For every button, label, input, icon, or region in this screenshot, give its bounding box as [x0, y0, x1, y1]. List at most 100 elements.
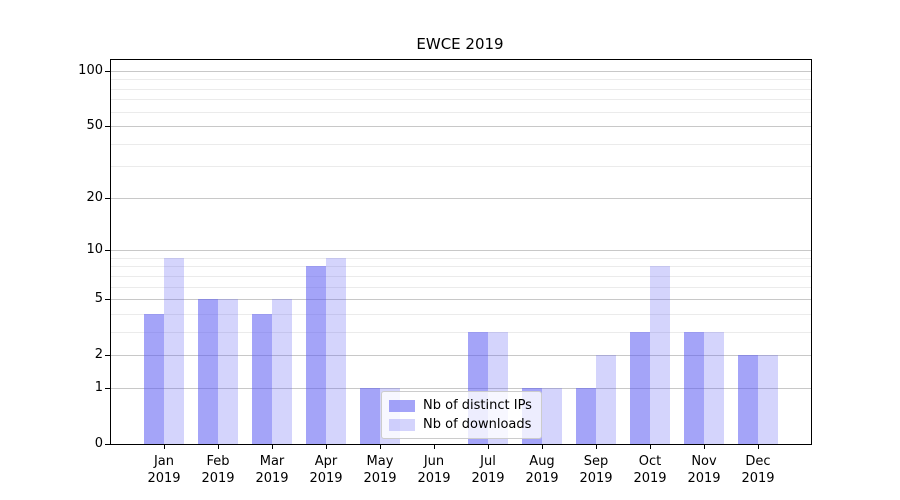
minor-gridline — [111, 99, 811, 101]
bar-distinct-ips — [144, 313, 164, 444]
x-tick-mark — [164, 444, 165, 449]
y-tick-mark — [105, 387, 110, 389]
x-tick-label: Jun 2019 — [406, 453, 462, 487]
x-tick-mark — [434, 444, 435, 449]
x-tick-mark — [218, 444, 219, 449]
y-tick-mark — [105, 197, 110, 199]
x-tick-mark — [650, 444, 651, 449]
x-tick-label: Dec 2019 — [730, 453, 786, 487]
minor-gridline — [111, 286, 811, 288]
y-tick-label: 100 — [78, 63, 103, 78]
x-tick-year: 2019 — [633, 471, 667, 486]
y-tick-label: 2 — [94, 347, 103, 363]
x-tick-year: 2019 — [579, 471, 613, 486]
minor-gridline — [111, 275, 811, 277]
y-tick-label: 5 — [94, 291, 103, 307]
bar-downloads — [326, 257, 346, 444]
minor-gridline — [111, 313, 811, 315]
legend-row: Nb of distinct IPs — [389, 398, 532, 413]
x-tick-mark — [704, 444, 705, 449]
x-tick-month: Aug — [529, 454, 555, 469]
major-gridline — [111, 197, 811, 199]
minor-gridline — [111, 166, 811, 168]
major-gridline — [111, 126, 811, 128]
x-tick-year: 2019 — [147, 471, 181, 486]
x-tick-label: Apr 2019 — [298, 453, 354, 487]
x-tick-month: Jun — [423, 454, 445, 469]
x-tick-month: Feb — [206, 454, 230, 469]
bar-distinct-ips — [738, 355, 758, 444]
y-tick-label: 10 — [86, 242, 103, 258]
major-gridline — [111, 355, 811, 357]
y-tick-mark — [105, 444, 110, 445]
x-tick-label: Oct 2019 — [622, 453, 678, 487]
bar-distinct-ips — [360, 387, 380, 444]
legend-row: Nb of downloads — [389, 417, 532, 432]
x-tick-mark — [380, 444, 381, 449]
x-tick-label: Mar 2019 — [244, 453, 300, 487]
y-tick-mark — [105, 250, 110, 252]
minor-gridline — [111, 79, 811, 81]
x-tick-label: Jul 2019 — [460, 453, 516, 487]
minor-gridline — [111, 111, 811, 113]
x-tick-mark — [542, 444, 543, 449]
major-gridline — [111, 387, 811, 389]
x-tick-month: May — [366, 454, 394, 469]
bar-downloads — [704, 331, 724, 444]
x-tick-month: Jan — [153, 454, 175, 469]
bar-downloads — [758, 355, 778, 444]
major-gridline — [111, 250, 811, 252]
bar-downloads — [272, 299, 292, 444]
x-tick-month: Jul — [480, 454, 496, 469]
bar-distinct-ips — [306, 266, 326, 444]
y-tick-label: 0 — [94, 436, 103, 451]
bar-downloads — [542, 387, 562, 444]
legend-label: Nb of distinct IPs — [423, 398, 532, 413]
x-tick-label: Jan 2019 — [136, 453, 192, 487]
y-tick-label: 50 — [86, 118, 103, 134]
plot-area: Nb of distinct IPs Nb of downloads 100 50 2… — [78, 59, 812, 486]
chart-title: EWCE 2019 — [416, 35, 504, 53]
x-tick-month: Mar — [259, 454, 285, 469]
x-tick-label: Nov 2019 — [676, 453, 732, 487]
bar-downloads — [596, 355, 616, 444]
x-tick-year: 2019 — [525, 471, 559, 486]
major-gridline — [111, 299, 811, 301]
minor-gridline — [111, 143, 811, 145]
y-tick-mark — [105, 299, 110, 301]
x-tick-year: 2019 — [201, 471, 235, 486]
x-tick-year: 2019 — [741, 471, 775, 486]
bar-distinct-ips — [630, 331, 650, 444]
y-tick-label: 1 — [94, 379, 103, 395]
minor-gridline — [111, 266, 811, 268]
bar-downloads — [164, 257, 184, 444]
x-tick-year: 2019 — [417, 471, 451, 486]
y-tick-label: 20 — [86, 189, 103, 205]
y-tick-mark — [105, 355, 110, 357]
x-tick-month: Dec — [745, 454, 771, 469]
x-tick-year: 2019 — [309, 471, 343, 486]
x-tick-year: 2019 — [363, 471, 397, 486]
x-tick-mark — [488, 444, 489, 449]
bar-distinct-ips — [684, 331, 704, 444]
legend: Nb of distinct IPs Nb of downloads — [381, 391, 542, 439]
x-tick-month: Oct — [638, 454, 662, 469]
minor-gridline — [111, 331, 811, 333]
x-tick-label: Aug 2019 — [514, 453, 570, 487]
minor-gridline — [111, 257, 811, 259]
x-tick-label: May 2019 — [352, 453, 408, 487]
y-tick-mark — [105, 126, 110, 128]
x-tick-month: Sep — [583, 454, 609, 469]
x-tick-mark — [596, 444, 597, 449]
x-tick-label: Sep 2019 — [568, 453, 624, 487]
x-tick-mark — [326, 444, 327, 449]
legend-swatch — [389, 399, 415, 412]
bar-downloads — [650, 266, 670, 444]
x-tick-year: 2019 — [687, 471, 721, 486]
x-tick-month: Apr — [314, 454, 338, 469]
major-gridline — [111, 71, 811, 72]
bar-distinct-ips — [198, 299, 218, 444]
x-tick-year: 2019 — [255, 471, 289, 486]
x-tick-label: Feb 2019 — [190, 453, 246, 487]
